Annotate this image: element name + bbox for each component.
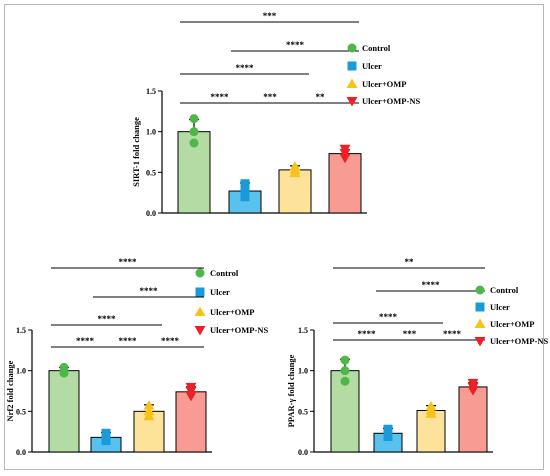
significance-label: **** xyxy=(236,63,255,73)
data-point xyxy=(339,148,351,159)
data-point xyxy=(185,391,197,402)
legend-marker xyxy=(194,306,206,316)
legend-label: Ulcer+OMP xyxy=(362,79,407,89)
data-point xyxy=(240,185,250,195)
y-tick-label: 0.0 xyxy=(146,209,156,218)
significance-label: ** xyxy=(405,257,415,267)
data-point xyxy=(59,368,69,378)
y-tick-label: 0.0 xyxy=(16,448,26,457)
significance-label: *** xyxy=(263,11,277,21)
significance-label: **** xyxy=(286,40,305,50)
y-tick-label: 0.5 xyxy=(16,407,26,416)
y-axis-label: PPAR-γ fold change xyxy=(286,354,296,427)
y-tick-label: 1.5 xyxy=(16,326,26,335)
legend-label: Ulcer+OMP xyxy=(490,319,535,329)
bar xyxy=(48,370,80,453)
significance-label: *** xyxy=(263,92,277,102)
y-tick-label: 0.5 xyxy=(298,407,308,416)
legend-marker xyxy=(195,268,205,278)
y-tick-label: 0.5 xyxy=(146,168,156,177)
y-tick-label: 1.0 xyxy=(298,367,308,376)
legend-marker xyxy=(347,61,357,71)
significance-label: **** xyxy=(98,314,117,324)
legend-marker xyxy=(347,43,357,53)
legend-marker xyxy=(194,326,206,336)
legend-label: Control xyxy=(490,285,519,295)
data-point xyxy=(189,138,199,148)
data-point xyxy=(143,410,155,421)
significance-label: **** xyxy=(358,329,377,339)
data-point xyxy=(189,114,199,124)
y-tick-label: 1.5 xyxy=(146,87,156,96)
legend-label: Ulcer xyxy=(210,287,230,297)
bar xyxy=(175,391,207,453)
data-point xyxy=(340,376,350,386)
data-point xyxy=(467,386,479,396)
legend-label: Ulcer xyxy=(362,61,382,71)
data-point xyxy=(143,400,155,410)
data-point xyxy=(240,192,250,202)
bar xyxy=(458,386,488,453)
y-axis-label: SIRT-1 fold change xyxy=(131,117,141,187)
legend-marker xyxy=(195,287,205,297)
data-point xyxy=(340,366,350,376)
legend-marker xyxy=(475,285,485,295)
y-tick-label: 0.0 xyxy=(298,448,308,457)
significance-label: **** xyxy=(443,329,462,339)
data-point xyxy=(340,355,350,365)
y-tick-label: 1.0 xyxy=(16,367,26,376)
significance-label: **** xyxy=(119,257,138,267)
legend-marker xyxy=(346,97,358,107)
significance-label: **** xyxy=(119,336,138,346)
figure-frame xyxy=(4,4,544,470)
legend-label: Ulcer+OMP-NS xyxy=(210,325,268,335)
legend-label: Ulcer+OMP xyxy=(210,307,255,317)
data-point xyxy=(289,167,301,178)
legend-label: Control xyxy=(210,268,239,278)
data-point xyxy=(240,179,250,189)
data-point xyxy=(185,387,197,397)
legend-label: Control xyxy=(362,43,391,53)
legend-label: Ulcer+OMP-NS xyxy=(362,96,420,106)
significance-label: **** xyxy=(140,286,159,296)
data-point xyxy=(425,408,437,418)
legend-marker xyxy=(475,302,485,312)
bar xyxy=(328,153,362,214)
significance-label: **** xyxy=(211,92,230,102)
significance-label: **** xyxy=(379,312,398,322)
legend-marker xyxy=(346,78,358,88)
y-tick-label: 1.5 xyxy=(298,326,308,335)
legend-label: Ulcer+OMP-NS xyxy=(490,336,548,346)
y-axis-label: Nrf2 fold change xyxy=(5,360,15,421)
significance-label: *** xyxy=(403,329,417,339)
legend-marker xyxy=(474,318,486,328)
data-point xyxy=(101,436,111,446)
data-point xyxy=(383,432,393,442)
legend-label: Ulcer xyxy=(490,302,510,312)
significance-label: **** xyxy=(76,336,95,346)
significance-label: **** xyxy=(422,280,441,290)
significance-label: ** xyxy=(316,92,326,102)
data-point xyxy=(189,127,199,137)
data-point xyxy=(143,405,155,416)
data-point xyxy=(339,153,351,164)
significance-label: **** xyxy=(161,336,180,346)
y-tick-label: 1.0 xyxy=(146,128,156,137)
legend-marker xyxy=(474,337,486,347)
